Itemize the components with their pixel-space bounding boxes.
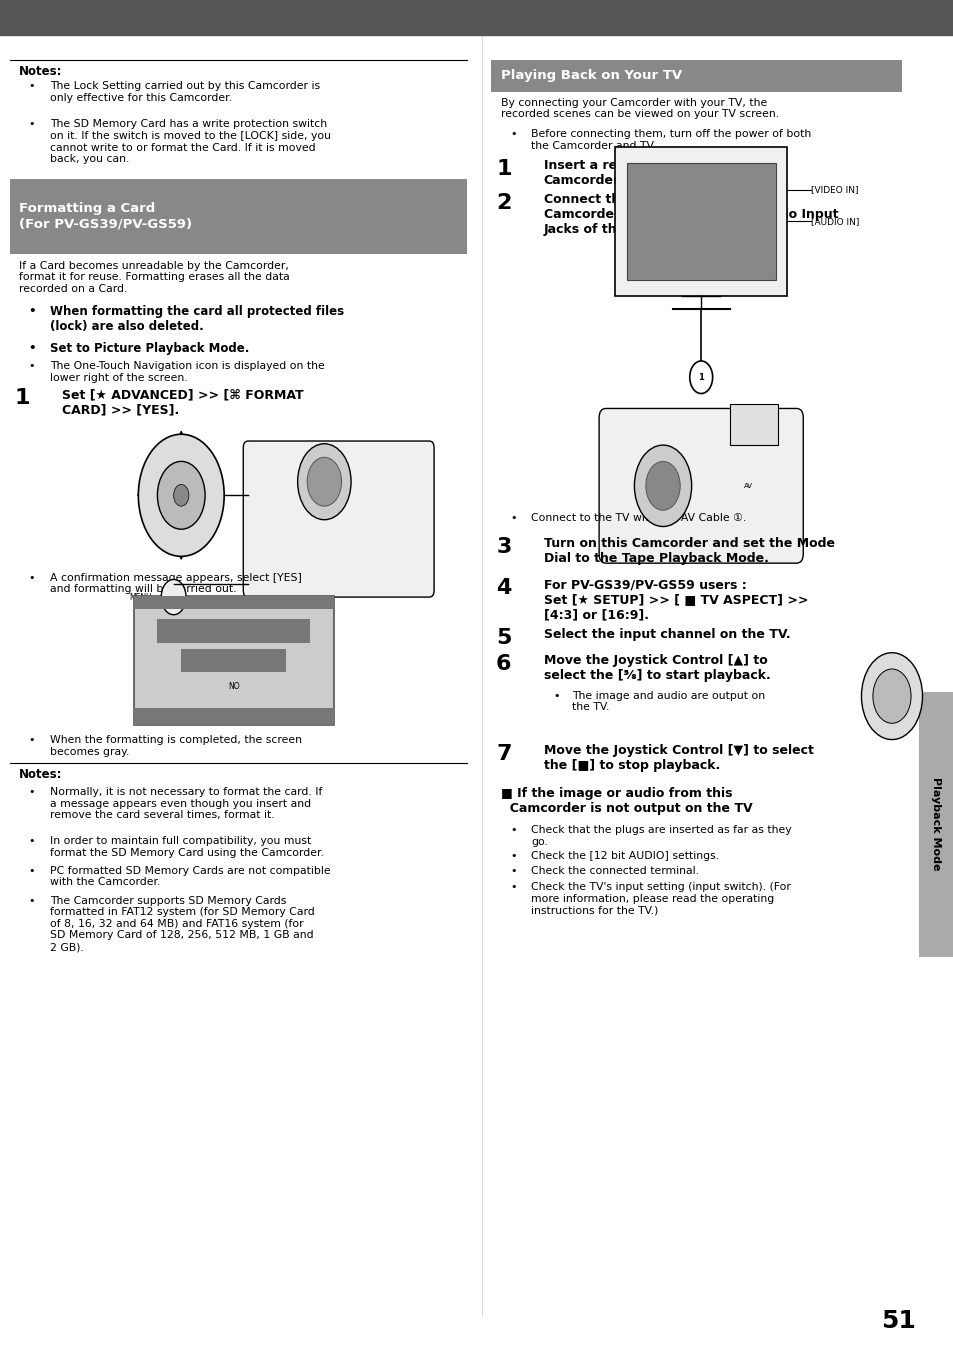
Text: The One-Touch Navigation icon is displayed on the
lower right of the screen.: The One-Touch Navigation icon is display… bbox=[50, 361, 324, 383]
Text: [AUDIO IN]: [AUDIO IN] bbox=[810, 217, 859, 225]
Text: If a Card becomes unreadable by the Camcorder,
format it for reuse. Formatting e: If a Card becomes unreadable by the Camc… bbox=[19, 261, 290, 293]
Text: Set to Picture Playback Mode.: Set to Picture Playback Mode. bbox=[50, 342, 249, 356]
Text: •: • bbox=[29, 735, 35, 745]
Text: Playback Mode: Playback Mode bbox=[930, 778, 940, 870]
Text: Connect the [AV OUT] Jack of the
Camcorder and the Video and Audio Input
Jacks o: Connect the [AV OUT] Jack of the Camcord… bbox=[543, 193, 838, 236]
Text: When formatting the card all protected files
(lock) are also deleted.: When formatting the card all protected f… bbox=[50, 305, 343, 334]
Text: Select the input channel on the TV.: Select the input channel on the TV. bbox=[543, 628, 790, 642]
Text: 3: 3 bbox=[496, 537, 511, 558]
Text: Move the Joystick Control [▼] to select
the [■] to stop playback.: Move the Joystick Control [▼] to select … bbox=[543, 744, 813, 772]
Text: 51: 51 bbox=[880, 1308, 915, 1333]
Bar bbox=[133, 596, 334, 609]
Bar bbox=[491, 60, 901, 92]
Text: Check the [12 bit AUDIO] settings.: Check the [12 bit AUDIO] settings. bbox=[531, 851, 719, 860]
Text: ENTER: ENTER bbox=[223, 714, 244, 719]
Bar bbox=[729, 404, 777, 445]
Text: The SD Memory Card has a write protection switch
on it. If the switch is moved t: The SD Memory Card has a write protectio… bbox=[50, 119, 331, 164]
Text: Formatting a Card
(For PV-GS39/PV-GS59): Formatting a Card (For PV-GS39/PV-GS59) bbox=[19, 202, 192, 231]
Bar bbox=[157, 619, 310, 643]
Text: 6: 6 bbox=[496, 654, 511, 674]
Text: •: • bbox=[510, 825, 517, 835]
Circle shape bbox=[161, 579, 186, 615]
Text: •: • bbox=[29, 342, 36, 356]
Text: •: • bbox=[510, 129, 517, 138]
Text: •: • bbox=[29, 361, 35, 370]
Text: •: • bbox=[510, 866, 517, 875]
Text: •: • bbox=[29, 119, 35, 129]
Text: A confirmation message appears, select [YES]
and formatting will be carried out.: A confirmation message appears, select [… bbox=[50, 573, 301, 594]
Bar bbox=[133, 596, 334, 725]
Circle shape bbox=[645, 461, 679, 510]
Circle shape bbox=[861, 653, 922, 740]
Text: •: • bbox=[29, 836, 35, 845]
Circle shape bbox=[634, 445, 691, 527]
Text: The Camcorder supports SD Memory Cards
formatted in FAT12 system (for SD Memory : The Camcorder supports SD Memory Cards f… bbox=[50, 896, 314, 953]
Text: EXIT(MENU): EXIT(MENU) bbox=[268, 714, 304, 719]
Text: •: • bbox=[29, 787, 35, 797]
Text: 1: 1 bbox=[496, 159, 511, 179]
Text: 1: 1 bbox=[14, 388, 30, 408]
Text: Check that the plugs are inserted as far as they
go.: Check that the plugs are inserted as far… bbox=[531, 825, 791, 847]
Text: Insert a recorded tape into this
Camcorder.: Insert a recorded tape into this Camcord… bbox=[543, 159, 762, 187]
Bar bbox=[918, 692, 953, 957]
Text: MENU: MENU bbox=[129, 593, 152, 603]
Text: •: • bbox=[29, 81, 35, 91]
Circle shape bbox=[157, 461, 205, 529]
Text: For PV-GS39/PV-GS59 users :
Set [★ SETUP] >> [ ■ TV ASPECT] >>
[4:3] or [16:9].: For PV-GS39/PV-GS59 users : Set [★ SETUP… bbox=[543, 578, 807, 622]
Circle shape bbox=[297, 444, 351, 520]
Text: Before connecting them, turn off the power of both
the Camcorder and TV.: Before connecting them, turn off the pow… bbox=[531, 129, 811, 151]
Bar bbox=[615, 147, 786, 296]
Circle shape bbox=[307, 457, 341, 506]
Text: By connecting your Camcorder with your TV, the
recorded scenes can be viewed on : By connecting your Camcorder with your T… bbox=[500, 98, 779, 119]
Text: •: • bbox=[29, 305, 36, 319]
Text: SETUP: SETUP bbox=[165, 714, 185, 719]
Bar bbox=[0, 0, 953, 35]
Text: NO: NO bbox=[228, 683, 239, 691]
FancyBboxPatch shape bbox=[243, 441, 434, 597]
Text: [VIDEO IN]: [VIDEO IN] bbox=[810, 186, 858, 194]
Text: •: • bbox=[510, 882, 517, 892]
Text: Turn on this Camcorder and set the Mode
Dial to the Tape Playback Mode.: Turn on this Camcorder and set the Mode … bbox=[543, 537, 834, 566]
Text: PC formatted SD Memory Cards are not compatible
with the Camcorder.: PC formatted SD Memory Cards are not com… bbox=[50, 866, 330, 887]
Text: •: • bbox=[29, 866, 35, 875]
Text: •: • bbox=[510, 513, 517, 522]
Text: Notes:: Notes: bbox=[19, 65, 63, 79]
Bar bbox=[10, 179, 467, 254]
Circle shape bbox=[173, 484, 189, 506]
Bar bbox=[626, 163, 775, 280]
Circle shape bbox=[689, 361, 712, 394]
Text: 2: 2 bbox=[496, 193, 511, 213]
Text: Move the Joystick Control [▲] to
select the [⅝] to start playback.: Move the Joystick Control [▲] to select … bbox=[543, 654, 770, 683]
Text: 1: 1 bbox=[698, 373, 703, 381]
Text: Normally, it is not necessary to format the card. If
a message appears even thou: Normally, it is not necessary to format … bbox=[50, 787, 322, 820]
Text: The Lock Setting carried out by this Camcorder is
only effective for this Camcor: The Lock Setting carried out by this Cam… bbox=[50, 81, 319, 103]
Text: Connect to the TV with the AV Cable ①.: Connect to the TV with the AV Cable ①. bbox=[531, 513, 746, 522]
Text: Playing Back on Your TV: Playing Back on Your TV bbox=[500, 69, 681, 83]
Circle shape bbox=[138, 434, 224, 556]
Text: ■ If the image or audio from this
  Camcorder is not output on the TV: ■ If the image or audio from this Camcor… bbox=[500, 787, 752, 816]
Text: When the formatting is completed, the screen
becomes gray.: When the formatting is completed, the sc… bbox=[50, 735, 301, 757]
FancyBboxPatch shape bbox=[598, 408, 802, 563]
Bar bbox=[181, 649, 286, 672]
Text: •: • bbox=[29, 573, 35, 582]
Text: The image and audio are output on
the TV.: The image and audio are output on the TV… bbox=[572, 691, 764, 712]
Text: Check the connected terminal.: Check the connected terminal. bbox=[531, 866, 699, 875]
Text: DELETE ALL DATA?: DELETE ALL DATA? bbox=[197, 628, 270, 634]
Bar bbox=[133, 708, 334, 725]
Text: •: • bbox=[553, 691, 559, 700]
Text: 4: 4 bbox=[496, 578, 511, 598]
Text: ★ FORMAT CARD: ★ FORMAT CARD bbox=[197, 598, 270, 607]
Text: YES: YES bbox=[226, 657, 241, 662]
Text: •: • bbox=[29, 896, 35, 905]
Text: Check the TV's input setting (input switch). (For
more information, please read : Check the TV's input setting (input swit… bbox=[531, 882, 790, 915]
Text: 7: 7 bbox=[496, 744, 511, 764]
Text: •: • bbox=[510, 851, 517, 860]
Text: AV: AV bbox=[743, 483, 753, 489]
Text: In order to maintain full compatibility, you must
format the SD Memory Card usin: In order to maintain full compatibility,… bbox=[50, 836, 323, 858]
Text: Notes:: Notes: bbox=[19, 768, 63, 782]
Circle shape bbox=[872, 669, 910, 723]
Text: 5: 5 bbox=[496, 628, 511, 649]
Text: Set [★ ADVANCED] >> [⌘ FORMAT
CARD] >> [YES].: Set [★ ADVANCED] >> [⌘ FORMAT CARD] >> [… bbox=[62, 388, 303, 417]
